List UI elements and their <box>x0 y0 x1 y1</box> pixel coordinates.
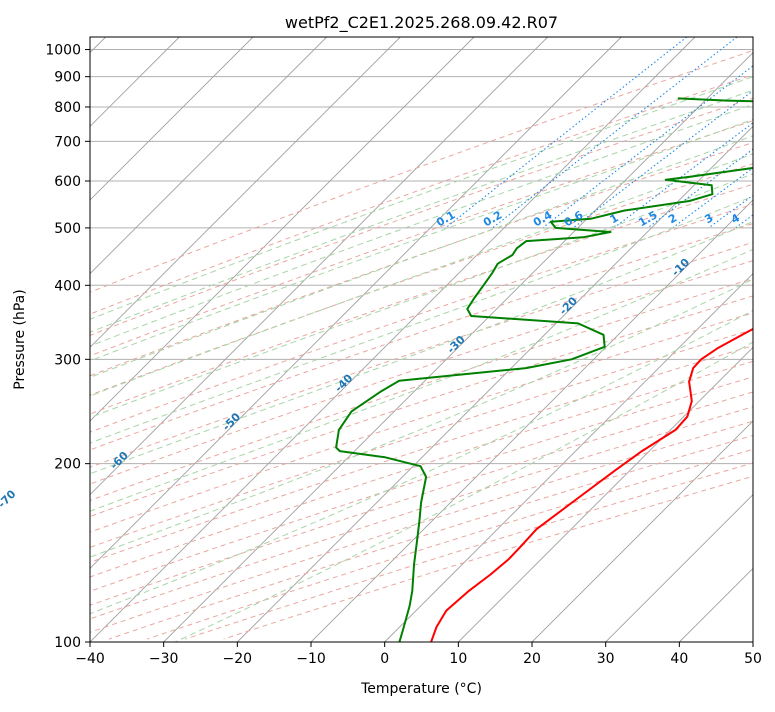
x-tick-label: −30 <box>149 651 179 667</box>
x-tick-label: 50 <box>744 651 762 667</box>
isotherm-label: -30 <box>444 333 467 356</box>
isotherm-label: -40 <box>332 371 355 394</box>
y-axis-label: Pressure (hPa) <box>12 289 28 389</box>
x-axis-label: Temperature (°C) <box>360 681 482 697</box>
dry-adiabat-line <box>0 37 775 639</box>
moist-adiabat-line <box>0 37 775 642</box>
dry-adiabat-line <box>0 37 775 639</box>
y-axis: 1000 900 800 700 600 500 400 300 200 100 <box>45 43 90 651</box>
moist-adiabat-line <box>0 37 775 642</box>
isotherm-line <box>237 37 775 642</box>
dry-adiabat-line <box>0 37 775 639</box>
dry-adiabat-line <box>0 37 775 639</box>
x-tick-label: −10 <box>296 651 326 667</box>
moist-adiabat-line <box>0 37 775 595</box>
isotherm-line <box>753 37 775 642</box>
y-tick-label: 400 <box>54 278 81 294</box>
dry-adiabat-line <box>0 37 775 639</box>
moist-adiabat-line <box>0 37 775 555</box>
dry-adiabat-line <box>0 37 775 639</box>
dry-adiabat-line <box>0 37 775 639</box>
mixing-ratio-line <box>574 37 775 227</box>
mixing-ratio-label: 1.5 <box>636 208 659 229</box>
x-axis: −40 −30 −20 −10 0 10 20 30 40 50 <box>75 642 762 667</box>
dewpoint-profile-line <box>336 98 775 642</box>
dry-adiabat-line <box>224 37 775 639</box>
isotherm-line <box>532 37 775 642</box>
dry-adiabat-line <box>0 37 775 639</box>
isotherm-label: -60 <box>108 449 131 472</box>
y-tick-label: 700 <box>54 134 81 150</box>
mixing-ratio-label: 0.6 <box>562 208 586 229</box>
mixing-ratio-line <box>709 37 775 227</box>
dry-adiabat-line <box>0 37 775 639</box>
isotherm-line <box>679 37 775 642</box>
isotherm-line <box>385 37 775 642</box>
moist-adiabat-line <box>16 37 775 642</box>
isotherm-line <box>0 37 548 642</box>
x-tick-label: −20 <box>223 651 253 667</box>
x-tick-label: 30 <box>597 651 615 667</box>
background-lines <box>0 37 775 642</box>
isotherm-line <box>0 37 327 642</box>
chart-title: wetPf2_C2E1.2025.268.09.42.R07 <box>285 13 558 33</box>
mixing-ratio-label: 1 <box>608 211 621 226</box>
dry-adiabat-line <box>185 37 775 639</box>
y-tick-label: 900 <box>54 70 81 86</box>
x-tick-label: −40 <box>75 651 105 667</box>
moist-adiabat-line <box>0 37 775 642</box>
isotherm-line <box>606 37 775 642</box>
mixing-ratio-label: 2 <box>666 211 679 226</box>
moist-adiabat-line <box>0 37 775 521</box>
isotherm-line <box>0 37 400 642</box>
mixing-ratio-label: 0.4 <box>531 208 555 229</box>
y-tick-label: 100 <box>54 635 81 651</box>
y-tick-label: 300 <box>54 352 81 368</box>
y-tick-label: 1000 <box>45 43 81 59</box>
dry-adiabat-line <box>0 37 775 639</box>
series-layer <box>336 98 775 642</box>
mixing-ratio-line <box>736 37 775 227</box>
isotherm-label: -70 <box>0 487 19 510</box>
dry-adiabat-line <box>0 37 775 639</box>
x-tick-label: 20 <box>523 651 541 667</box>
dry-adiabat-line <box>109 37 775 639</box>
y-tick-label: 800 <box>54 100 81 116</box>
mixing-ratio-label: 3 <box>702 211 715 226</box>
y-tick-label: 200 <box>54 457 81 473</box>
isotherm-line <box>164 37 769 642</box>
dry-adiabat-line <box>0 37 775 639</box>
dry-adiabat-line <box>0 37 775 639</box>
isotherm-line <box>458 37 775 642</box>
x-tick-label: 10 <box>449 651 467 667</box>
isotherm-line <box>0 37 474 642</box>
dry-adiabat-line <box>0 37 775 639</box>
isotherm-label: -10 <box>669 255 692 278</box>
isotherm-label: -20 <box>557 294 580 317</box>
dry-adiabat-line <box>0 37 775 639</box>
mixing-ratio-label: 4 <box>729 211 742 226</box>
moist-adiabat-line <box>0 37 775 439</box>
x-tick-label: 0 <box>380 651 389 667</box>
y-tick-label: 600 <box>54 174 81 190</box>
dry-adiabat-line <box>0 37 775 639</box>
dry-adiabat-line <box>0 37 775 639</box>
isotherm-line <box>0 37 253 642</box>
y-tick-label: 500 <box>54 221 81 237</box>
line-labels: 0.10.20.40.611.5234-100-90-80-70-60-50-4… <box>0 64 775 629</box>
x-tick-label: 40 <box>670 651 688 667</box>
moist-adiabat-line <box>0 37 775 464</box>
dry-adiabat-line <box>0 37 775 639</box>
dry-adiabat-line <box>0 37 775 639</box>
